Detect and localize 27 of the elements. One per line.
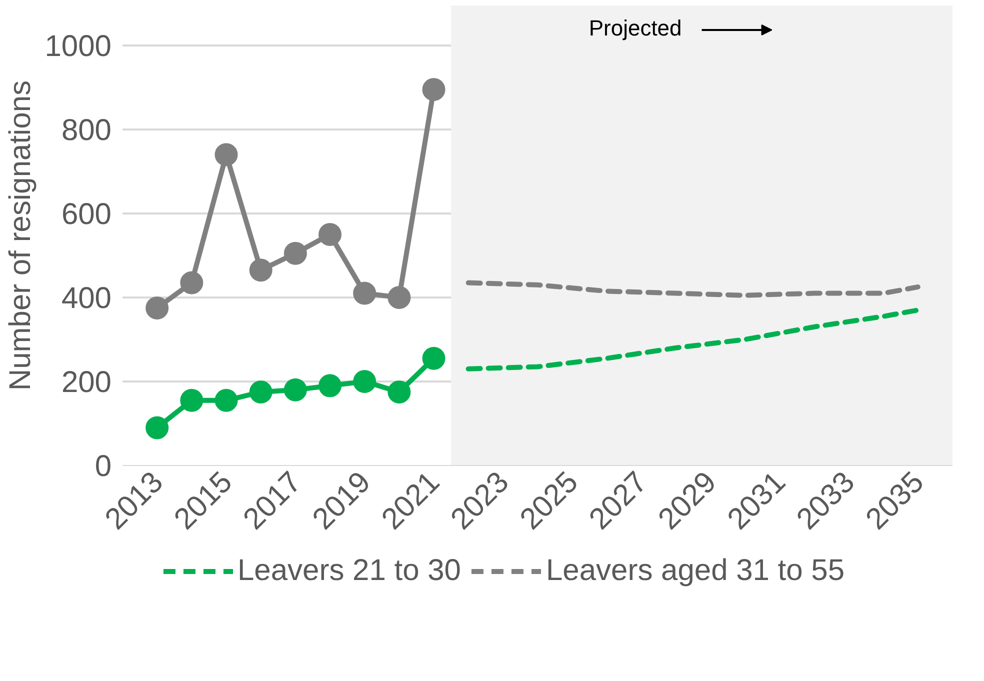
point — [353, 282, 376, 305]
point — [353, 370, 376, 393]
point — [388, 380, 411, 404]
point — [284, 242, 307, 265]
y-tick-label: 1000 — [44, 30, 112, 63]
legend-label: Leavers 21 to 30 — [237, 554, 461, 588]
y-axis-title: Number of resignations — [4, 80, 37, 391]
y-tick-label: 200 — [61, 366, 112, 399]
point — [249, 258, 272, 282]
point — [422, 78, 446, 101]
point — [214, 388, 238, 412]
point — [388, 286, 411, 309]
y-tick-label: 800 — [61, 114, 112, 147]
band-label: Projected — [588, 16, 682, 40]
y-tick-label: 600 — [61, 198, 112, 231]
legend-label: Leavers aged 31 to 55 — [546, 554, 845, 588]
point — [214, 143, 238, 166]
point — [422, 346, 446, 370]
point — [180, 388, 204, 412]
point — [318, 222, 342, 246]
point — [249, 380, 272, 404]
point — [146, 416, 169, 440]
y-tick-label: 400 — [61, 282, 112, 315]
point — [146, 296, 169, 320]
point — [284, 378, 307, 402]
point — [180, 271, 204, 294]
point — [318, 374, 342, 398]
